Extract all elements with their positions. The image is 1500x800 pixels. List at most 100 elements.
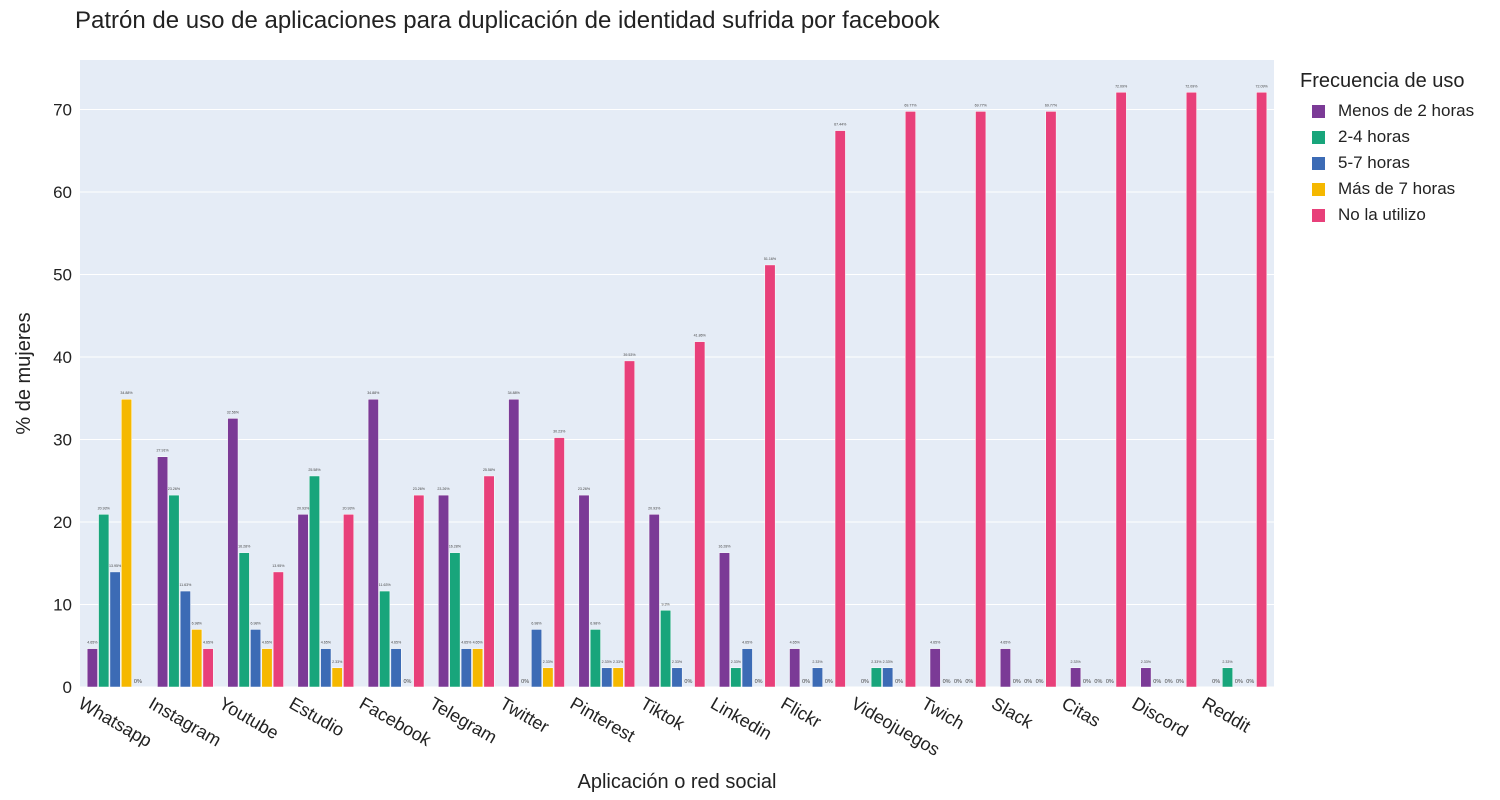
data-label: 0% xyxy=(802,679,810,685)
data-label: 0% xyxy=(1176,679,1184,685)
x-tick-label: Flickr xyxy=(777,693,824,732)
data-label: 27.91% xyxy=(156,449,169,453)
bar xyxy=(730,667,742,688)
data-labels: 4.65% 20.93% 13.95% 34.88% 0% 27.91% 23.26% 11.… xyxy=(87,84,1268,685)
data-label: 51.16% xyxy=(764,257,777,261)
bar xyxy=(1185,92,1197,688)
bar xyxy=(741,648,753,688)
y-axis-label: % de mujeres xyxy=(13,312,35,434)
legend-swatch xyxy=(1312,156,1325,170)
y-tick-label: 50 xyxy=(53,266,72,285)
legend-label: Más de 7 horas xyxy=(1338,179,1456,198)
bar xyxy=(834,130,846,688)
data-label: 16.28% xyxy=(718,545,731,549)
bar xyxy=(390,648,402,688)
data-label: 34.88% xyxy=(367,391,380,395)
bar xyxy=(1222,667,1233,688)
bar xyxy=(870,667,882,688)
data-label: 23.26% xyxy=(168,487,181,491)
legend-swatch xyxy=(1312,208,1325,222)
bar xyxy=(191,629,203,688)
legend-item: No la utilizo xyxy=(1300,202,1474,228)
x-tick-label: Citas xyxy=(1058,693,1104,731)
data-label: 2.33% xyxy=(332,660,343,664)
legend-swatch xyxy=(1312,130,1325,144)
bar xyxy=(460,648,472,688)
data-label: 69.77% xyxy=(975,103,988,107)
data-label: 4.65% xyxy=(321,641,332,645)
data-label: 6.98% xyxy=(531,621,542,625)
data-label: 30.23% xyxy=(553,430,566,434)
bar xyxy=(882,667,894,688)
legend-label: No la utilizo xyxy=(1338,205,1426,224)
bar xyxy=(449,552,461,688)
data-label: 41.86% xyxy=(694,334,707,338)
legend-item: 2-4 horas xyxy=(1300,124,1474,150)
bar xyxy=(648,514,660,688)
data-label: 0% xyxy=(521,679,529,685)
x-tick-label: Slack xyxy=(988,693,1037,733)
bar xyxy=(86,648,98,688)
data-label: 0% xyxy=(1083,679,1091,685)
data-label: 34.88% xyxy=(508,391,521,395)
data-label: 25.58% xyxy=(308,468,321,472)
bar xyxy=(1070,667,1082,688)
data-label: 20.93% xyxy=(297,506,310,510)
x-tick-label: Instagram xyxy=(145,693,224,750)
data-label: 0% xyxy=(1153,679,1161,685)
data-label: 2.33% xyxy=(602,660,613,664)
bar xyxy=(624,360,635,688)
y-tick-label: 60 xyxy=(53,183,72,202)
bar xyxy=(179,590,191,688)
data-label: 2.33% xyxy=(1141,660,1152,664)
legend-swatch xyxy=(1312,104,1325,118)
y-tick-label: 10 xyxy=(53,596,72,615)
data-label: 0% xyxy=(895,679,903,685)
bar xyxy=(694,341,706,688)
y-tick-label: 40 xyxy=(53,348,72,367)
bar xyxy=(157,456,169,688)
data-label: 13.95% xyxy=(272,564,285,568)
x-tick-label: Twich xyxy=(918,693,968,733)
legend-items: Menos de 2 horas 2-4 horas 5-7 horas Más de… xyxy=(1300,98,1474,228)
bar xyxy=(660,610,672,688)
x-axis-label: Aplicación o red social xyxy=(578,771,777,793)
bar xyxy=(202,648,214,688)
bar xyxy=(764,264,776,688)
bar xyxy=(508,398,520,688)
data-label: 39.53% xyxy=(623,353,636,357)
data-label: 11.63% xyxy=(179,583,192,587)
bar xyxy=(379,590,391,688)
data-label: 0% xyxy=(965,679,973,685)
data-label: 0% xyxy=(1235,679,1243,685)
data-label: 20.93% xyxy=(98,506,111,510)
legend-item: Menos de 2 horas xyxy=(1300,98,1474,124)
data-label: 20.93% xyxy=(648,506,661,510)
bar xyxy=(367,398,379,688)
x-tick-label: Tiktok xyxy=(637,693,689,734)
x-tick-label: Estudio xyxy=(286,693,348,740)
data-label: 0% xyxy=(1013,679,1021,685)
bar xyxy=(929,648,941,688)
data-label: 2.33% xyxy=(543,660,554,664)
legend-label: 5-7 horas xyxy=(1338,153,1410,172)
data-label: 4.65% xyxy=(790,641,801,645)
bar xyxy=(227,418,239,688)
bar xyxy=(472,648,484,688)
x-tick-label: Reddit xyxy=(1199,693,1254,736)
bar xyxy=(438,494,449,688)
bar xyxy=(272,571,284,688)
bar xyxy=(413,494,425,688)
data-label: 23.26% xyxy=(437,487,450,491)
bar xyxy=(261,648,273,688)
data-label: 23.26% xyxy=(413,487,426,491)
bar xyxy=(975,111,987,688)
data-label: 69.77% xyxy=(1045,103,1058,107)
x-tick-label: Youtube xyxy=(216,693,283,743)
legend-item: 5-7 horas xyxy=(1300,150,1474,176)
plot-background xyxy=(80,60,1274,687)
data-label: 6.98% xyxy=(192,621,203,625)
data-label: 2.33% xyxy=(672,660,683,664)
data-label: 4.65% xyxy=(461,641,472,645)
